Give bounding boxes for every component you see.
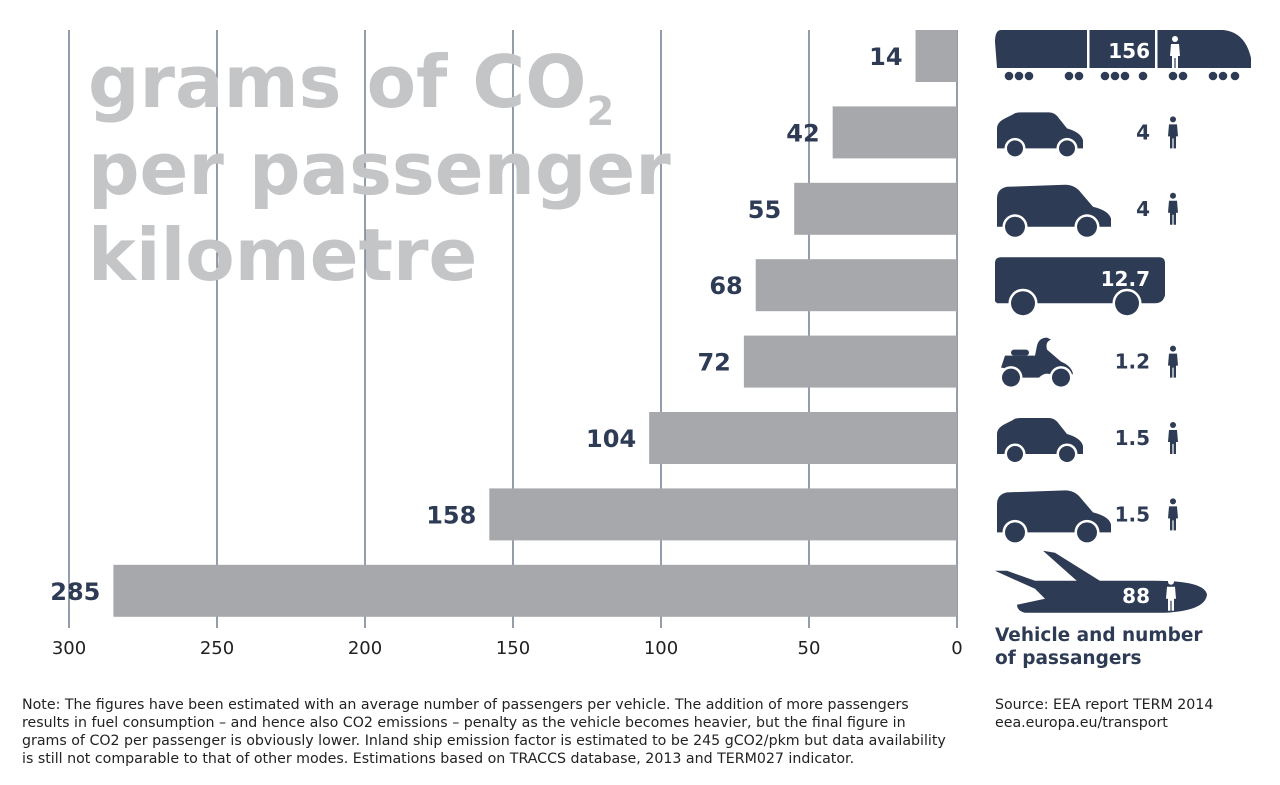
bar-value-label: 104 bbox=[586, 425, 636, 453]
x-tick-label: 50 bbox=[798, 638, 821, 659]
x-tick-label: 200 bbox=[348, 638, 382, 659]
passenger-count: 12.7 bbox=[1101, 267, 1150, 291]
x-tick-label: 150 bbox=[496, 638, 530, 659]
person-icon bbox=[1166, 578, 1176, 611]
bar bbox=[832, 106, 957, 159]
legend-caption-line-2: of passangers bbox=[995, 648, 1142, 669]
title-line-2: per passenger bbox=[88, 127, 671, 211]
bar-value-label: 158 bbox=[426, 501, 476, 529]
person-icon bbox=[1170, 265, 1180, 298]
bar bbox=[743, 335, 957, 388]
bar bbox=[649, 412, 957, 464]
co2-bar-chart: grams of CO2 per passenger kilometre 14 4… bbox=[50, 30, 1251, 659]
passenger-count: 1.5 bbox=[1115, 426, 1150, 450]
person-icon bbox=[1168, 116, 1178, 149]
scooter-icon bbox=[999, 337, 1073, 390]
passenger-count: 1.2 bbox=[1115, 350, 1150, 374]
x-tick-label: 250 bbox=[200, 638, 234, 659]
train-icon bbox=[995, 30, 1251, 81]
bar bbox=[489, 488, 957, 541]
chart-title: grams of CO2 per passenger kilometre bbox=[88, 40, 671, 297]
title-line-3: kilometre bbox=[88, 213, 477, 297]
title-line-1: grams of CO2 bbox=[88, 40, 614, 135]
bar-value-label: 42 bbox=[786, 119, 819, 147]
bus-icon bbox=[995, 257, 1165, 318]
bar bbox=[794, 182, 957, 235]
person-icon bbox=[1168, 192, 1178, 225]
passenger-count: 88 bbox=[1122, 584, 1150, 608]
x-tick-label: 300 bbox=[52, 638, 86, 659]
passenger-labels: 156 4 4 12.7 1.2 1.5 1.5 88 bbox=[1101, 36, 1180, 611]
title-line-1-text: grams of CO bbox=[88, 40, 586, 124]
source-line-2: eea.europa.eu/transport bbox=[995, 715, 1168, 731]
x-axis-ticks: 300 250 200 150 100 50 0 bbox=[52, 638, 963, 659]
legend-caption-line-1: Vehicle and number bbox=[995, 625, 1203, 646]
bar-value-label: 55 bbox=[748, 196, 781, 224]
vehicle-icons bbox=[995, 30, 1251, 613]
title-subscript: 2 bbox=[586, 89, 614, 135]
bars bbox=[113, 30, 957, 617]
person-icon bbox=[1170, 36, 1180, 68]
bar-value-label: 72 bbox=[697, 349, 730, 377]
passenger-count: 4 bbox=[1136, 120, 1150, 144]
medium-car-icon bbox=[997, 184, 1111, 240]
small-car-icon bbox=[997, 112, 1083, 159]
small-car-icon bbox=[997, 418, 1083, 465]
footnote: Note: The figures have been estimated wi… bbox=[22, 697, 946, 767]
bar-value-label: 14 bbox=[869, 43, 902, 71]
person-icon bbox=[1168, 498, 1178, 531]
value-labels: 14 42 55 68 72 104 158 285 bbox=[50, 43, 902, 606]
bar-value-label: 285 bbox=[50, 578, 100, 606]
bar bbox=[755, 259, 957, 312]
airplane-icon bbox=[995, 550, 1207, 613]
x-tick-label: 100 bbox=[644, 638, 678, 659]
medium-car-icon bbox=[997, 490, 1111, 545]
x-tick-label: 0 bbox=[951, 638, 962, 659]
bar bbox=[113, 564, 957, 617]
legend-caption: Vehicle and number of passangers bbox=[995, 624, 1265, 670]
passenger-count: 156 bbox=[1108, 39, 1150, 63]
passenger-count: 4 bbox=[1136, 197, 1150, 221]
passenger-count: 1.5 bbox=[1115, 502, 1150, 526]
person-icon bbox=[1168, 422, 1178, 454]
source-line-1: Source: EEA report TERM 2014 bbox=[995, 697, 1214, 713]
source: Source: EEA report TERM 2014 eea.europa.… bbox=[995, 696, 1265, 732]
bar-value-label: 68 bbox=[709, 272, 742, 300]
bar bbox=[915, 30, 957, 82]
person-icon bbox=[1168, 345, 1178, 378]
